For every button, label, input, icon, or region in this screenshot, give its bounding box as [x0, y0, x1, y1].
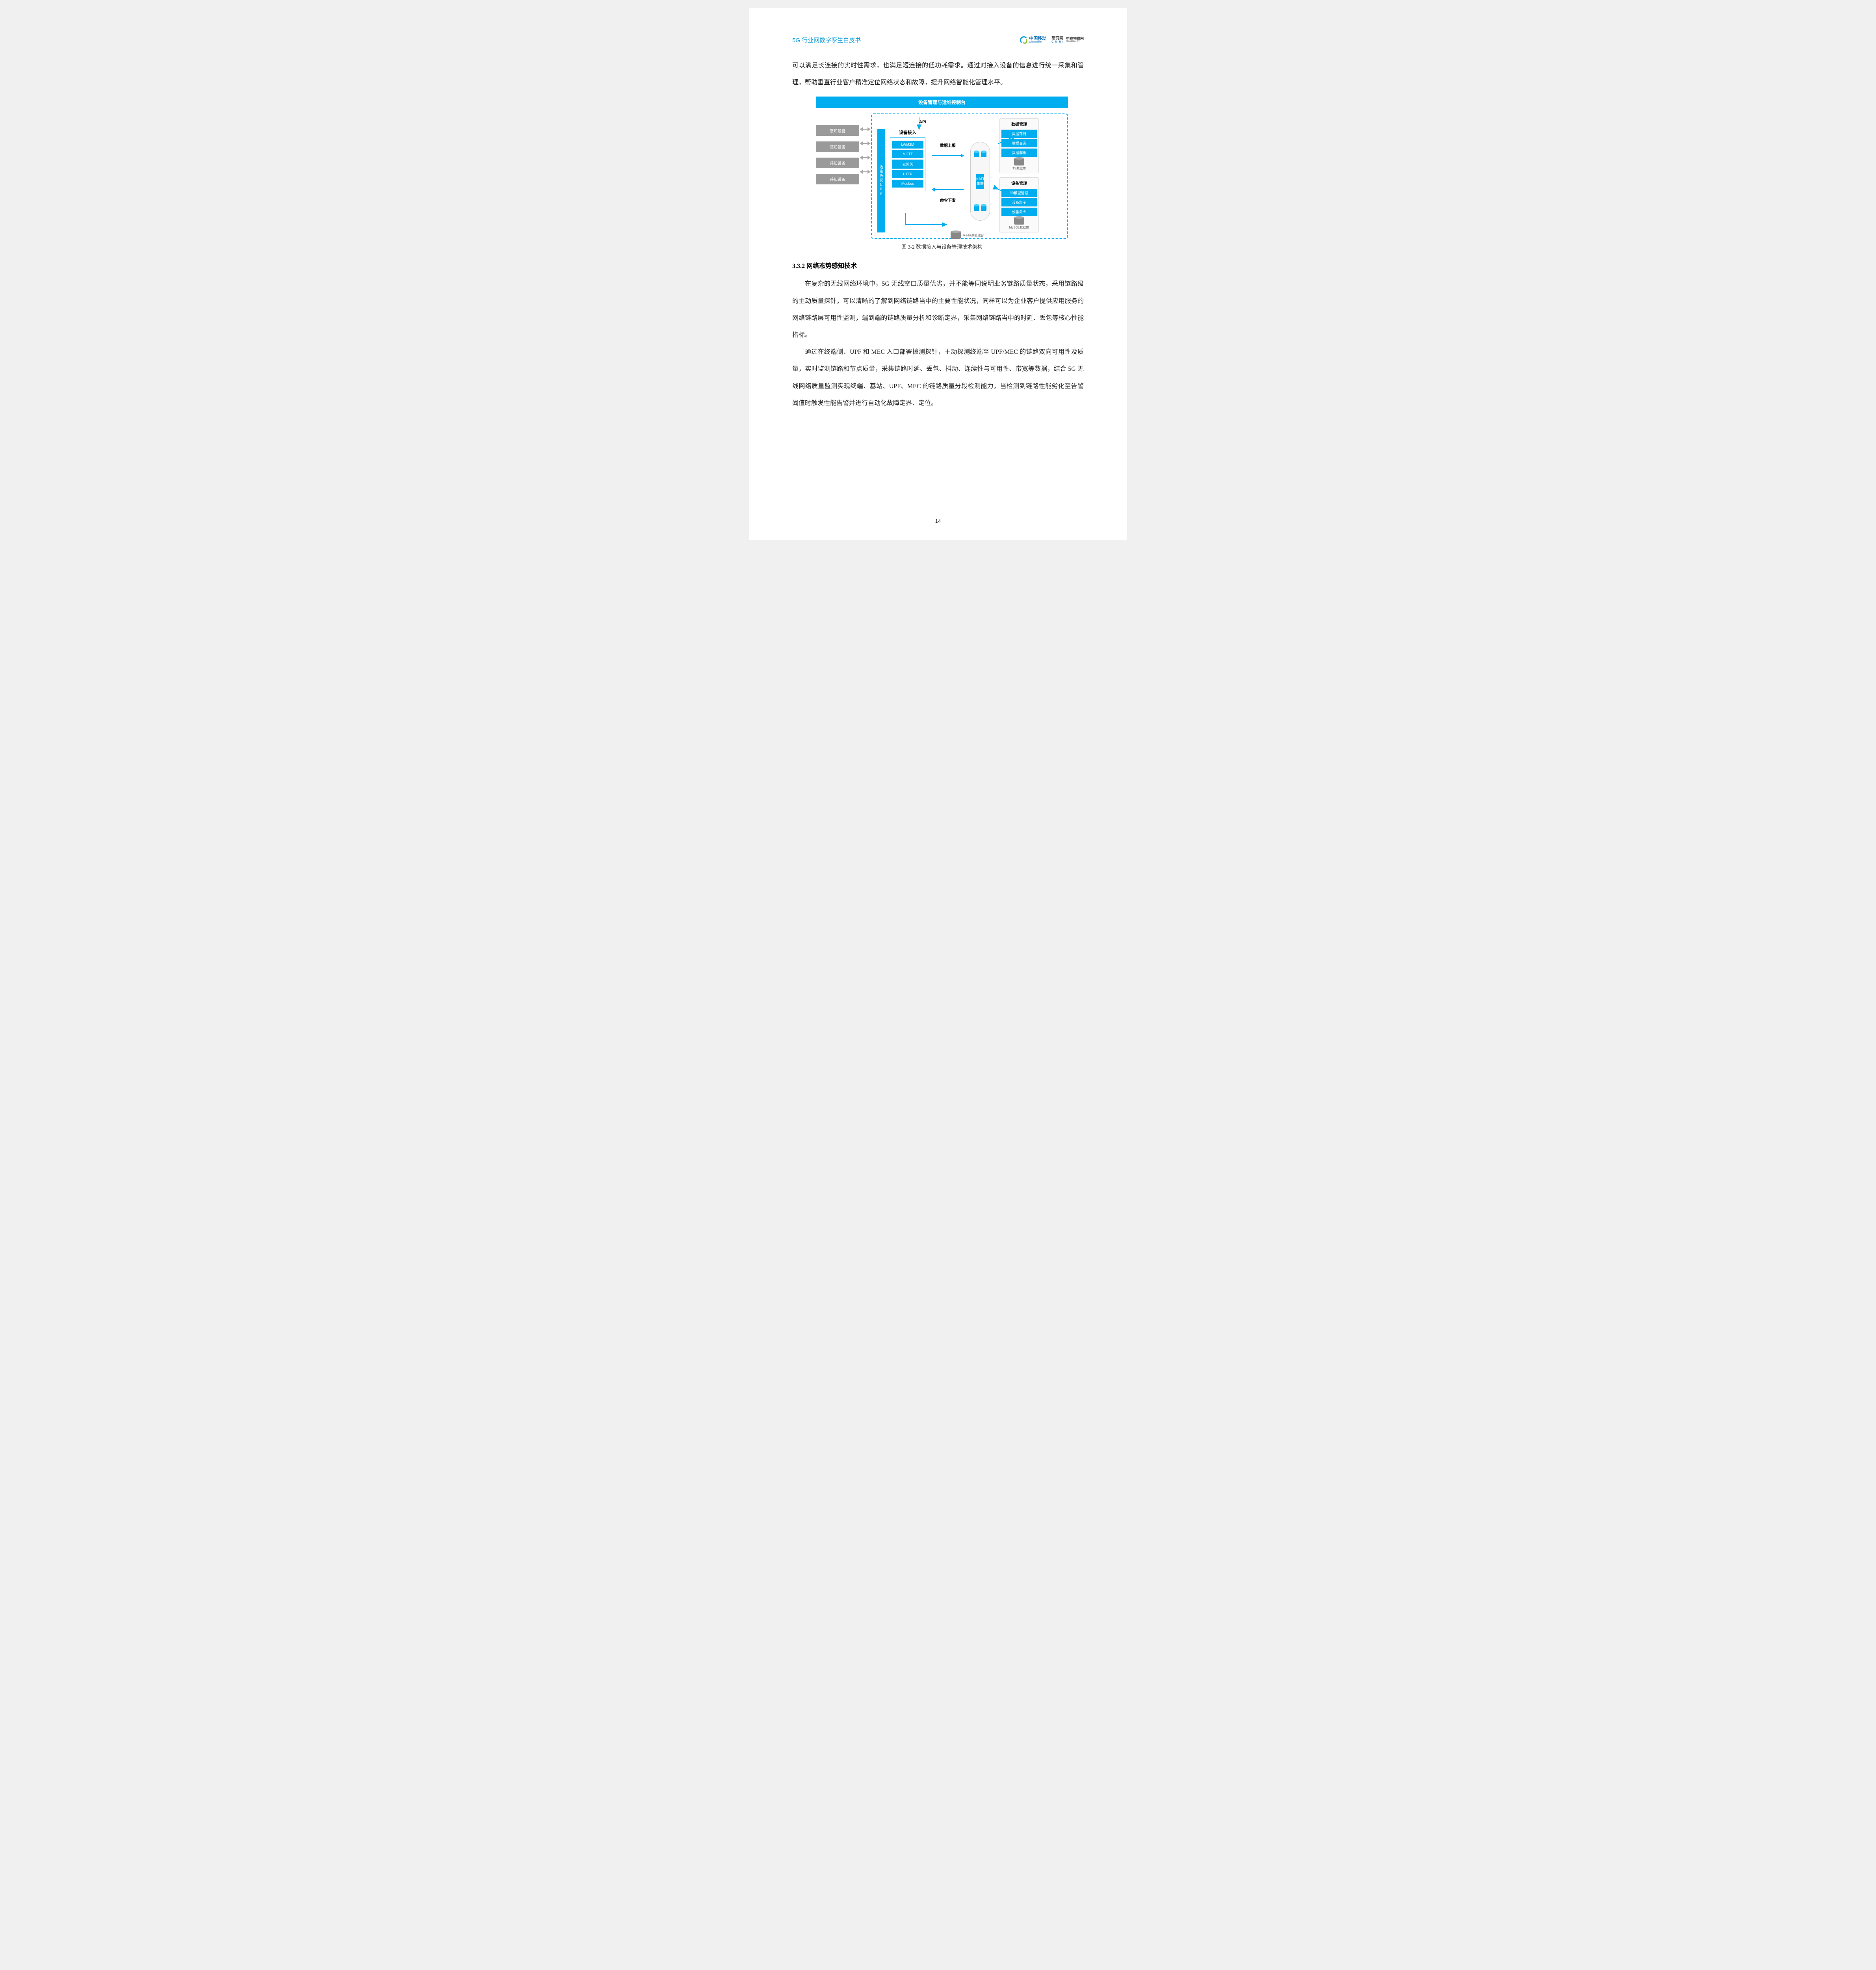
cylinder-icon: [981, 152, 986, 157]
protocol-list: LWM2M MQTT 云网关 HTTP Modbus: [890, 137, 925, 191]
access-title: 设备接入: [890, 129, 925, 137]
document-page: 5G 行业网数字孪生白皮书 中国移动 China Mobile 研究院 C M …: [749, 8, 1127, 540]
data-mgmt-title: 数据管理: [1001, 120, 1037, 128]
mysql-db-label: MySQL数据库: [1001, 225, 1037, 230]
redis-label: Redis数据缓存: [963, 233, 984, 238]
api-label: API: [919, 120, 926, 125]
paragraph-1: 可以满足长连接的实时性需求，也满足短连接的低功耗需求。通过对接入设备的信息进行统…: [792, 57, 1084, 91]
kafka-cluster-oval: KAFKA集群: [970, 142, 990, 221]
cmri-name-cn: 研究院: [1051, 37, 1064, 41]
page-number: 14: [749, 518, 1127, 524]
cylinder-icon: [974, 205, 979, 211]
sensor-device: 感知设备: [816, 174, 859, 184]
protocol-box: Modbus: [892, 180, 923, 188]
arrow-icon: [860, 129, 870, 130]
redis-cache: Redis数据缓存: [951, 232, 984, 239]
logo-china-mobile: 中国移动 China Mobile: [1020, 36, 1046, 44]
paragraph-2: 在复杂的无线网络环境中，5G 无线空口质量优劣，并不能等同说明业务链路质量状态，…: [792, 275, 1084, 344]
sensor-column: 感知设备 感知设备 感知设备 感知设备: [816, 113, 859, 190]
arrow-icon: [860, 143, 870, 144]
cylinder-icon: [974, 152, 979, 157]
figure-caption: 图 3-2 数据接入与设备管理技术架构: [816, 243, 1068, 250]
iot-name-en: China Mobile IOT: [1066, 41, 1084, 43]
sensor-device: 感知设备: [816, 158, 859, 168]
arrow-right-icon: [932, 155, 964, 156]
architecture-diagram: 设备管理与运维控制台 感知设备 感知设备 感知设备 感知设备: [816, 97, 1068, 250]
data-mgmt-item: 数据存储: [1001, 130, 1037, 138]
arrow-left-icon: [932, 189, 964, 190]
cm-name-cn: 中国移动: [1029, 37, 1046, 41]
database-icon: [1014, 217, 1024, 225]
data-mgmt-item: 数据查询: [1001, 139, 1037, 147]
dev-mgmt-item: 设备影子: [1001, 198, 1037, 206]
header-title: 5G 行业网数字孪生白皮书: [792, 36, 861, 44]
main-system-box: API 边缘协议LBS 设备接入 LWM2M MQTT 云网关 HTTP Mod…: [871, 113, 1068, 239]
cylinder-icon: [981, 205, 986, 211]
section-heading-332: 3.3.2 网络态势感知技术: [792, 260, 1084, 270]
sensor-device: 感知设备: [816, 141, 859, 152]
database-icon: [1014, 158, 1024, 165]
dev-mgmt-title: 设备管理: [1001, 179, 1037, 188]
protocol-box: 云网关: [892, 160, 923, 169]
sensor-arrows: [860, 126, 870, 175]
dev-mgmt-item: 设备命令: [1001, 208, 1037, 216]
middle-column: 数据上报 命令下发: [930, 118, 966, 232]
sensor-device: 感知设备: [816, 125, 859, 136]
header-logos: 中国移动 China Mobile 研究院 C M R I 中移物联网 Chin…: [1020, 35, 1084, 44]
device-access-stack: 设备接入 LWM2M MQTT 云网关 HTTP Modbus: [890, 129, 925, 232]
kafka-label: KAFKA集群: [976, 174, 984, 189]
arrow-icon: [860, 157, 870, 158]
cm-name-en: China Mobile: [1029, 41, 1046, 43]
download-label: 命令下发: [940, 197, 956, 203]
lbs-bar: 边缘协议LBS: [877, 129, 885, 232]
data-management-group: 数据管理 数据存储 数据查询 数据解析 TS数据库: [999, 118, 1039, 173]
database-icon: [951, 232, 961, 239]
diagram-titlebar: 设备管理与运维控制台: [816, 97, 1068, 108]
upload-label: 数据上报: [940, 142, 956, 148]
protocol-box: HTTP: [892, 170, 923, 178]
protocol-box: MQTT: [892, 150, 923, 158]
page-header: 5G 行业网数字孪生白皮书 中国移动 China Mobile 研究院 C M …: [792, 35, 1084, 46]
right-column: 数据管理 数据存储 数据查询 数据解析 TS数据库 设备管理 物模型管理 设备影…: [999, 118, 1039, 232]
device-management-group: 设备管理 物模型管理 设备影子 设备命令 MySQL数据库: [999, 177, 1039, 232]
diagram-body: 感知设备 感知设备 感知设备 感知设备 API 边缘协议LBS: [816, 108, 1068, 239]
arrow-icon: [860, 171, 870, 172]
paragraph-3: 通过在终端侧、UPF 和 MEC 入口部署拨测探针，主动探测终端至 UPF/ME…: [792, 344, 1084, 412]
cm-swirl-icon: [1020, 36, 1027, 44]
ts-db-label: TS数据库: [1001, 166, 1037, 171]
data-mgmt-item: 数据解析: [1001, 149, 1037, 157]
kafka-column: KAFKA集群: [970, 118, 990, 232]
dev-mgmt-item: 物模型管理: [1001, 189, 1037, 197]
logo-cmri: 研究院 C M R I: [1051, 37, 1064, 43]
logo-iot: 中移物联网 China Mobile IOT: [1066, 37, 1084, 43]
protocol-box: LWM2M: [892, 141, 923, 149]
cmri-name-en: C M R I: [1051, 41, 1064, 43]
